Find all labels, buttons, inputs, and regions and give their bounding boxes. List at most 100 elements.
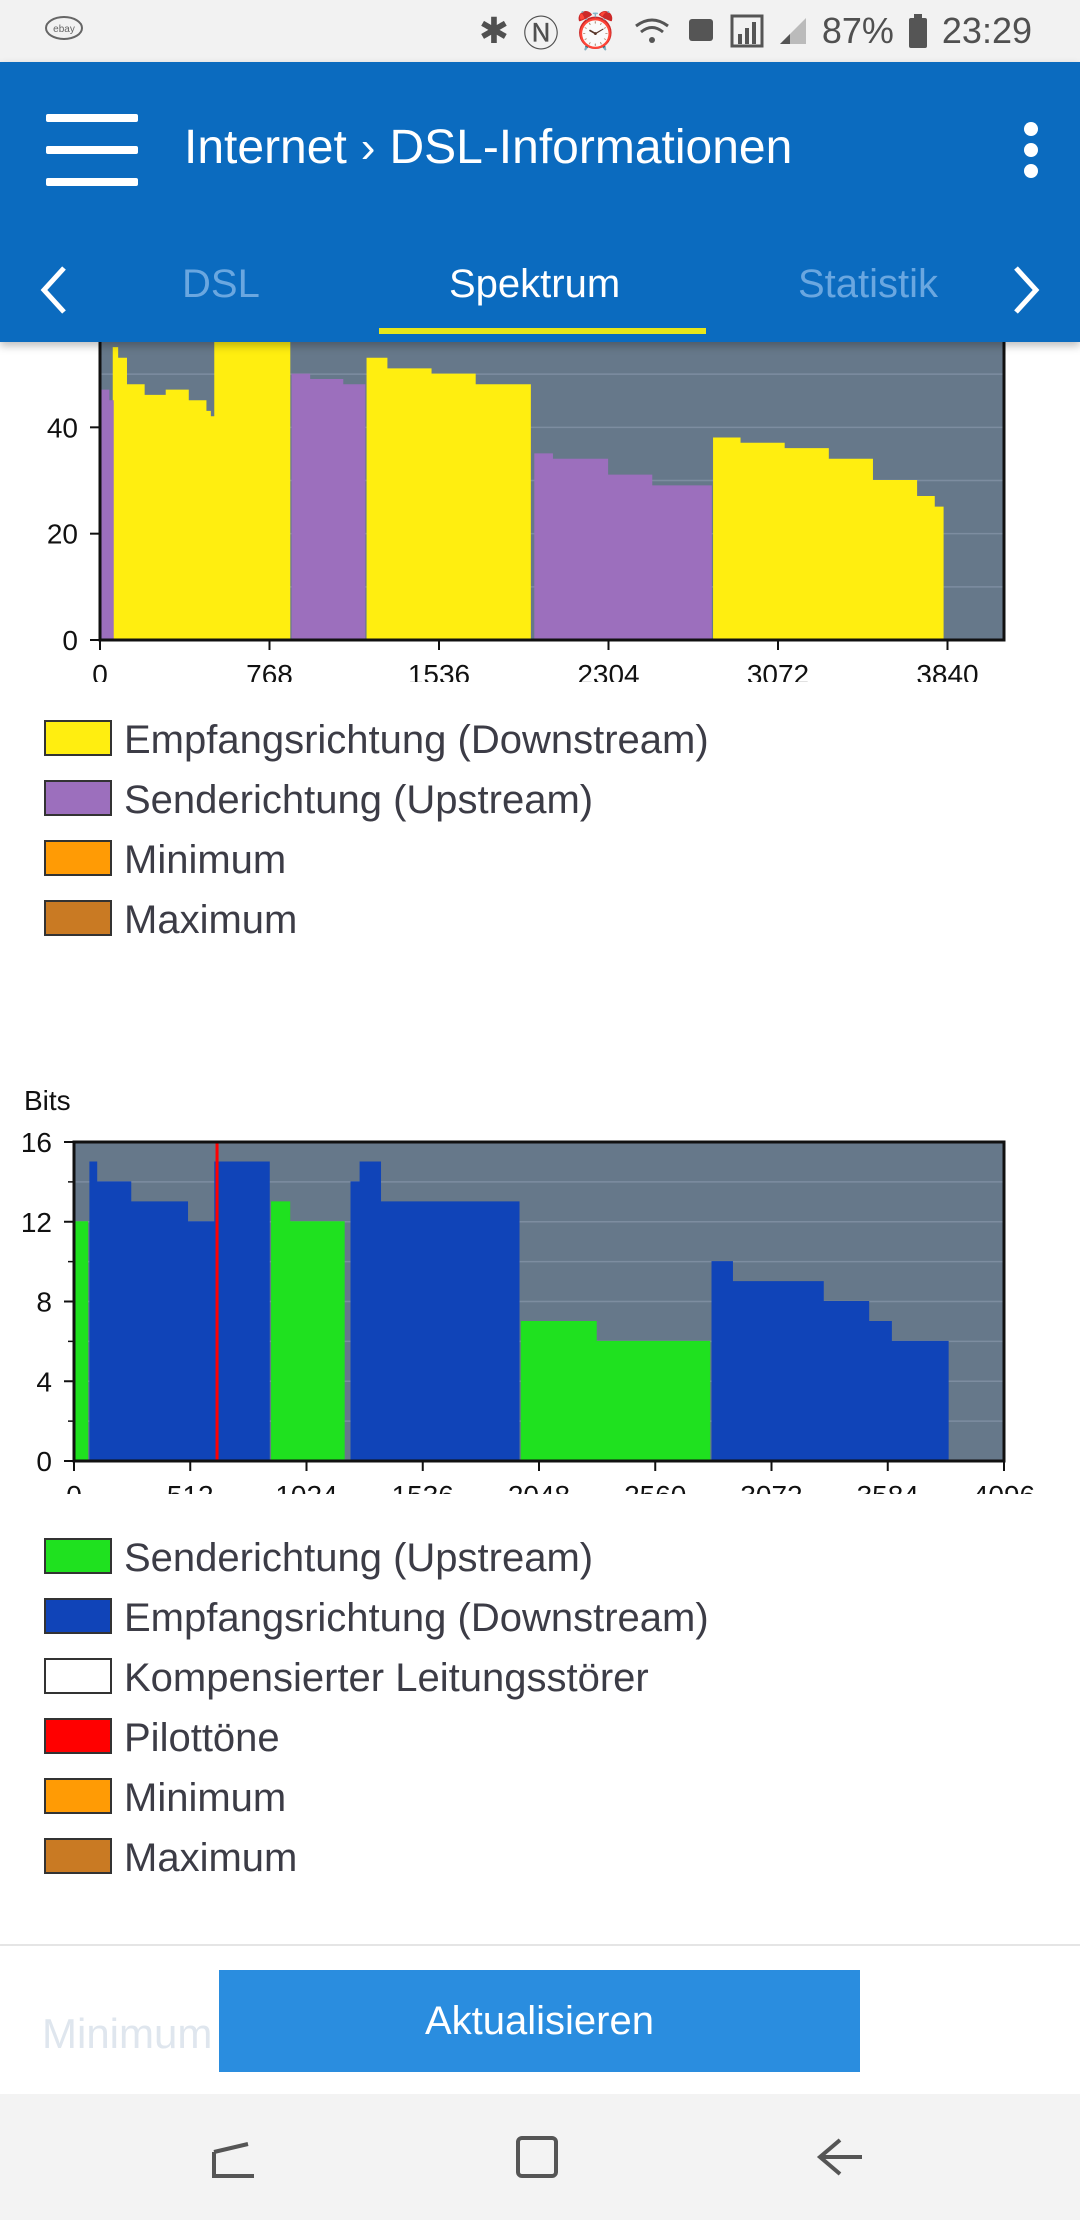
recent-apps-icon[interactable] — [204, 2132, 264, 2182]
series-area — [711, 1261, 949, 1462]
x-tick-label: 0 — [66, 1480, 82, 1494]
legend-item: Senderichtung (Upstream) — [44, 1528, 1044, 1588]
alarm-icon: ⏰ — [573, 10, 618, 51]
nfc-icon: Ⓝ — [523, 13, 560, 54]
legend-label: Pilottöne — [124, 1716, 280, 1760]
more-options-icon[interactable] — [1024, 122, 1040, 178]
tab-bar: DSL Spektrum Statistik — [0, 242, 1080, 342]
series-area — [520, 1320, 711, 1462]
x-tick-label: 3584 — [857, 1480, 919, 1494]
x-tick-label: 3840 — [916, 659, 978, 682]
x-tick-label: 1536 — [392, 1480, 454, 1494]
signal-icon — [730, 14, 764, 48]
legend-label: Senderichtung (Upstream) — [124, 778, 594, 822]
battery-icon — [908, 14, 927, 48]
y-axis-label: Bits — [24, 1085, 71, 1116]
bottom-action-area: Minimum Aktualisieren — [0, 1944, 1080, 2096]
tab-statistik[interactable]: Statistik — [798, 262, 939, 306]
legend-swatch — [44, 1658, 112, 1695]
legend-label: Empfangsrichtung (Downstream) — [124, 1596, 709, 1640]
legend-item: Maximum — [44, 1828, 1044, 1888]
x-tick-label: 1536 — [408, 659, 470, 682]
tab-next-chevron-icon[interactable] — [1000, 260, 1050, 320]
breadcrumb-parent[interactable]: Internet — [184, 121, 347, 174]
series-area — [713, 437, 944, 641]
legend-label: Empfangsrichtung (Downstream) — [124, 718, 709, 762]
tab-prev-chevron-icon[interactable] — [30, 260, 80, 320]
legend-item: Pilottöne — [44, 1708, 1044, 1768]
y-tick-label: 4 — [36, 1366, 52, 1397]
legend-swatch — [44, 1838, 112, 1875]
status-bar: ebay ✱ Ⓝ ⏰ 87% 23:29 — [0, 0, 1080, 62]
series-area — [291, 373, 366, 641]
x-tick-label: 1024 — [275, 1480, 337, 1494]
update-button[interactable]: Aktualisieren — [219, 1970, 860, 2072]
spectrum-content: 020406007681536230430723840Träger Empfan… — [0, 342, 1080, 1944]
home-icon[interactable] — [510, 2132, 570, 2182]
clock: 23:29 — [941, 10, 1032, 51]
series-area — [350, 1161, 520, 1462]
hamburger-menu-icon[interactable] — [46, 114, 138, 186]
legend-item: Empfangsrichtung (Downstream) — [44, 710, 1044, 770]
signal-weak-icon — [779, 18, 806, 44]
app-bar: Internet › DSL-Informationen DSL Spektru… — [0, 62, 1080, 342]
ebay-kleinanzeigen-icon: ebay — [45, 16, 83, 40]
x-tick-label: 2304 — [577, 659, 639, 682]
status-icons: ✱ Ⓝ ⏰ 87% 23:29 — [479, 8, 1032, 54]
x-tick-label: 3072 — [740, 1480, 802, 1494]
legend-swatch — [44, 840, 112, 877]
y-tick-label: 12 — [21, 1207, 52, 1238]
series-area — [73, 1221, 89, 1462]
legend-item: Minimum — [44, 830, 1044, 890]
legend-swatch — [44, 1718, 112, 1755]
series-area — [99, 389, 114, 641]
y-tick-label: 16 — [21, 1127, 52, 1158]
y-tick-label: 0 — [62, 625, 78, 656]
battery-percent: 87% — [821, 10, 894, 51]
plot-frame — [98, 342, 1006, 642]
y-tick-label: 8 — [36, 1287, 52, 1318]
back-icon[interactable] — [810, 2132, 870, 2182]
legend-swatch — [44, 1778, 112, 1815]
page-title: DSL-Informationen — [389, 121, 793, 174]
legend-label: Minimum — [124, 838, 287, 882]
x-tick-label: 4096 — [973, 1480, 1035, 1494]
legend-label: Senderichtung (Upstream) — [124, 1536, 594, 1580]
svg-text:ebay: ebay — [53, 24, 75, 35]
legend-swatch — [44, 900, 112, 937]
cast-icon — [688, 19, 713, 41]
system-nav-bar — [0, 2094, 1080, 2220]
faded-scroll-text: Minimum — [42, 2010, 213, 2057]
active-tab-indicator — [379, 328, 706, 334]
legend-2: Senderichtung (Upstream) Empfangsrichtun… — [44, 1528, 1044, 1888]
legend-label: Minimum — [124, 1776, 287, 1820]
spectrum-chart-1: 020406007681536230430723840Träger — [47, 342, 1006, 682]
legend-item: Kompensierter Leitungsstörer — [44, 1648, 1044, 1708]
series-area — [534, 453, 712, 641]
legend-item: Minimum — [44, 1768, 1044, 1828]
x-axis-label: Träger — [475, 681, 551, 682]
bluetooth-icon: ✱ — [478, 10, 509, 51]
x-tick-label: 512 — [167, 1480, 214, 1494]
legend-swatch — [44, 780, 112, 817]
tab-dsl[interactable]: DSL — [182, 262, 260, 306]
legend-label: Maximum — [124, 898, 298, 942]
x-tick-label: 0 — [92, 659, 108, 682]
legend-item: Maximum — [44, 890, 1044, 950]
breadcrumb: Internet › DSL-Informationen — [184, 120, 792, 175]
y-tick-label: 0 — [36, 1446, 52, 1477]
legend-item: Senderichtung (Upstream) — [44, 770, 1044, 830]
legend-swatch — [44, 720, 112, 757]
series-area — [89, 1161, 270, 1462]
wifi-icon — [634, 18, 669, 43]
legend-1: Empfangsrichtung (Downstream) Sendericht… — [44, 710, 1044, 950]
bits-chart-2: 048121600.05122208.010244416.015366624.0… — [21, 1085, 1035, 1494]
series-area — [112, 342, 291, 641]
tab-spektrum[interactable]: Spektrum — [449, 262, 621, 306]
legend-label: Maximum — [124, 1836, 298, 1880]
legend-swatch — [44, 1538, 112, 1575]
x-tick-label: 2560 — [624, 1480, 686, 1494]
x-tick-label: 2048 — [508, 1480, 570, 1494]
legend-item: Empfangsrichtung (Downstream) — [44, 1588, 1044, 1648]
y-tick-label: 20 — [47, 519, 78, 550]
